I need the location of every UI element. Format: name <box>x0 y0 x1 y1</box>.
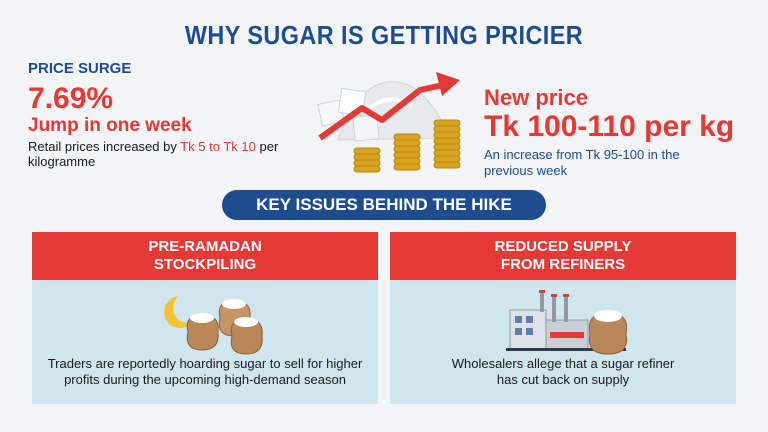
issue-card-stockpiling: PRE-RAMADAN STOCKPILING Traders are repo… <box>32 232 378 404</box>
new-price-block: New price Tk 100-110 per kg An increase … <box>484 86 754 179</box>
price-surge-block: PRICE SURGE 7.69% Jump in one week Retai… <box>28 60 328 169</box>
previous-price-note: An increase from Tk 95-100 in the previo… <box>484 147 680 178</box>
issue-text-line1: Wholesalers allege that a sugar refiner <box>451 356 675 371</box>
issue-heading-line2: STOCKPILING <box>153 256 257 273</box>
new-price-label: New price <box>484 85 588 110</box>
retail-prefix: Retail prices increased by <box>28 139 181 154</box>
issue-card-refiners: REDUCED SUPPLY FROM REFINERS Wholesalers… <box>390 232 736 404</box>
price-surge-jump: Jump in one week <box>28 115 192 136</box>
page-title: WHY SUGAR IS GETTING PRICIER <box>184 20 584 50</box>
issue-description: Traders are reportedly hoarding sugar to… <box>32 356 378 388</box>
factory-sugar-sack-icon <box>506 290 628 355</box>
issue-heading-line1: PRE-RAMADAN <box>148 238 262 255</box>
issue-text-line2: profits during the upcoming high-demand … <box>64 372 346 387</box>
retail-highlight: Tk 5 to Tk 10 <box>180 139 256 154</box>
sugar-coins-arrow-icon <box>317 72 461 173</box>
issue-text-line1: Traders are reportedly hoarding sugar to… <box>47 356 363 371</box>
price-surge-label: PRICE SURGE <box>28 60 132 77</box>
key-issues-banner: KEY ISSUES BEHIND THE HIKE <box>222 190 546 220</box>
retail-increase-text: Retail prices increased by Tk 5 to Tk 10… <box>28 139 313 169</box>
issue-heading: PRE-RAMADAN STOCKPILING <box>32 232 378 280</box>
issue-text-line2: has cut back on supply <box>496 372 630 387</box>
issue-heading: REDUCED SUPPLY FROM REFINERS <box>390 232 736 280</box>
moon-sugar-sacks-icon <box>164 293 263 355</box>
new-price-value: Tk 100-110 per kg <box>484 110 735 143</box>
issue-description: Wholesalers allege that a sugar refiner … <box>390 356 736 388</box>
price-surge-percent: 7.69% <box>28 82 114 115</box>
issue-heading-line1: REDUCED SUPPLY <box>494 238 632 255</box>
issue-heading-line2: FROM REFINERS <box>500 256 626 273</box>
retail-suffix: per kilogramme <box>28 139 279 169</box>
coin-stacks <box>353 119 461 173</box>
